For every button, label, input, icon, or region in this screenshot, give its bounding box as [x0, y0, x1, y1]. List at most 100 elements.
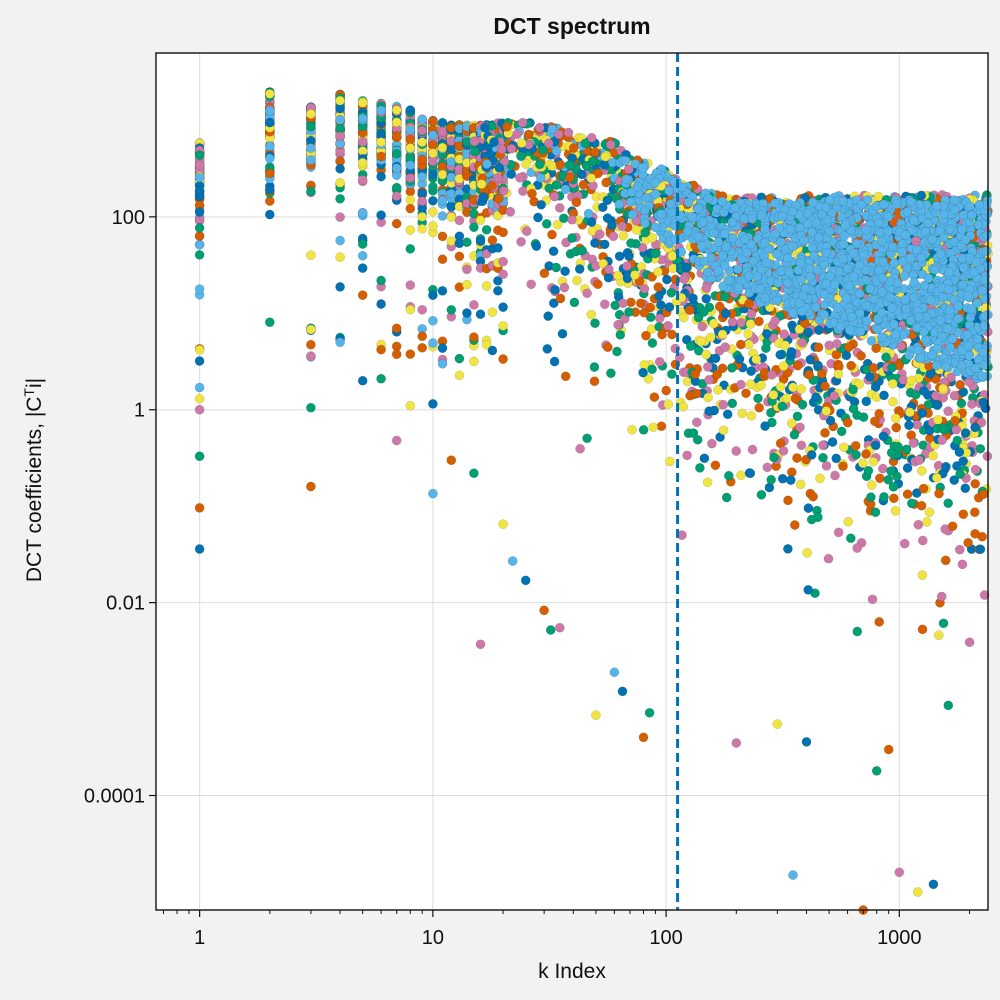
data-point — [516, 138, 527, 148]
data-point — [924, 507, 935, 518]
data-point — [721, 492, 732, 503]
data-point — [586, 132, 597, 143]
data-point — [786, 346, 797, 357]
data-point — [850, 440, 861, 451]
data-point — [506, 143, 517, 154]
data-point — [933, 415, 943, 425]
data-point — [494, 163, 505, 173]
data-point — [475, 236, 486, 246]
data-point — [708, 318, 719, 329]
data-point — [657, 329, 667, 340]
data-point — [787, 467, 797, 477]
data-point — [717, 329, 728, 340]
data-point — [599, 160, 610, 170]
data-point — [376, 105, 386, 116]
data-point — [357, 290, 368, 300]
data-point — [769, 452, 779, 463]
data-point — [803, 327, 814, 338]
data-point — [391, 131, 402, 141]
data-point — [306, 143, 316, 153]
data-point — [590, 147, 601, 158]
data-point — [606, 139, 616, 150]
data-point — [517, 117, 528, 128]
data-point — [818, 440, 828, 451]
data-point — [498, 186, 509, 196]
data-point — [476, 179, 487, 189]
data-point — [832, 339, 842, 349]
data-point — [428, 140, 438, 150]
data-point — [796, 384, 807, 394]
data-point — [502, 122, 512, 132]
data-point — [357, 208, 368, 218]
data-point — [866, 336, 877, 346]
data-point — [664, 302, 675, 312]
data-point — [535, 159, 545, 170]
data-point — [813, 360, 823, 371]
data-point — [469, 356, 479, 367]
data-point — [612, 346, 622, 357]
data-point — [428, 148, 438, 158]
data-point — [727, 398, 738, 409]
data-point — [264, 141, 275, 151]
data-point — [583, 208, 594, 219]
data-point — [624, 251, 634, 262]
data-point — [555, 203, 565, 213]
data-point — [746, 309, 757, 319]
data-point — [827, 437, 838, 447]
data-point — [603, 272, 614, 283]
data-point — [446, 305, 457, 315]
data-point — [481, 224, 492, 235]
data-point — [614, 199, 625, 210]
data-point — [917, 408, 928, 418]
data-point — [405, 349, 416, 359]
data-point — [650, 248, 661, 259]
data-point — [829, 391, 840, 401]
data-point — [391, 163, 402, 173]
data-point — [753, 393, 763, 404]
data-point — [582, 288, 592, 299]
data-point — [811, 392, 821, 403]
data-point — [194, 150, 205, 160]
data-point — [916, 500, 927, 511]
data-point — [376, 275, 386, 286]
data-point — [788, 382, 798, 393]
data-point — [922, 517, 932, 527]
data-point — [604, 264, 614, 275]
data-point — [428, 116, 438, 126]
data-point — [703, 392, 713, 403]
data-point — [760, 421, 770, 431]
data-point — [766, 407, 776, 418]
data-point — [391, 182, 402, 193]
data-point — [786, 475, 796, 485]
data-point — [888, 378, 898, 389]
data-point — [684, 305, 695, 316]
data-point — [357, 250, 368, 261]
data-point — [446, 144, 457, 154]
data-point — [647, 338, 658, 348]
data-point — [878, 463, 888, 474]
data-point — [777, 401, 788, 412]
data-point — [792, 411, 803, 422]
data-point — [754, 402, 765, 413]
data-point — [821, 461, 832, 471]
data-point — [376, 171, 386, 182]
data-point — [567, 214, 577, 225]
data-point — [437, 169, 448, 180]
data-point — [888, 396, 898, 407]
data-point — [851, 449, 861, 460]
data-point — [428, 338, 438, 348]
data-point — [858, 458, 868, 469]
data-point — [428, 315, 438, 326]
data-point — [437, 195, 448, 206]
data-point — [437, 254, 448, 265]
data-point — [724, 470, 734, 481]
data-point — [516, 236, 526, 247]
data-point — [690, 369, 701, 379]
data-point — [194, 345, 205, 355]
data-point — [902, 489, 913, 500]
data-point — [890, 506, 901, 516]
data-point — [898, 375, 909, 385]
data-point — [937, 435, 947, 445]
data-point — [720, 342, 731, 352]
data-point — [335, 193, 345, 204]
